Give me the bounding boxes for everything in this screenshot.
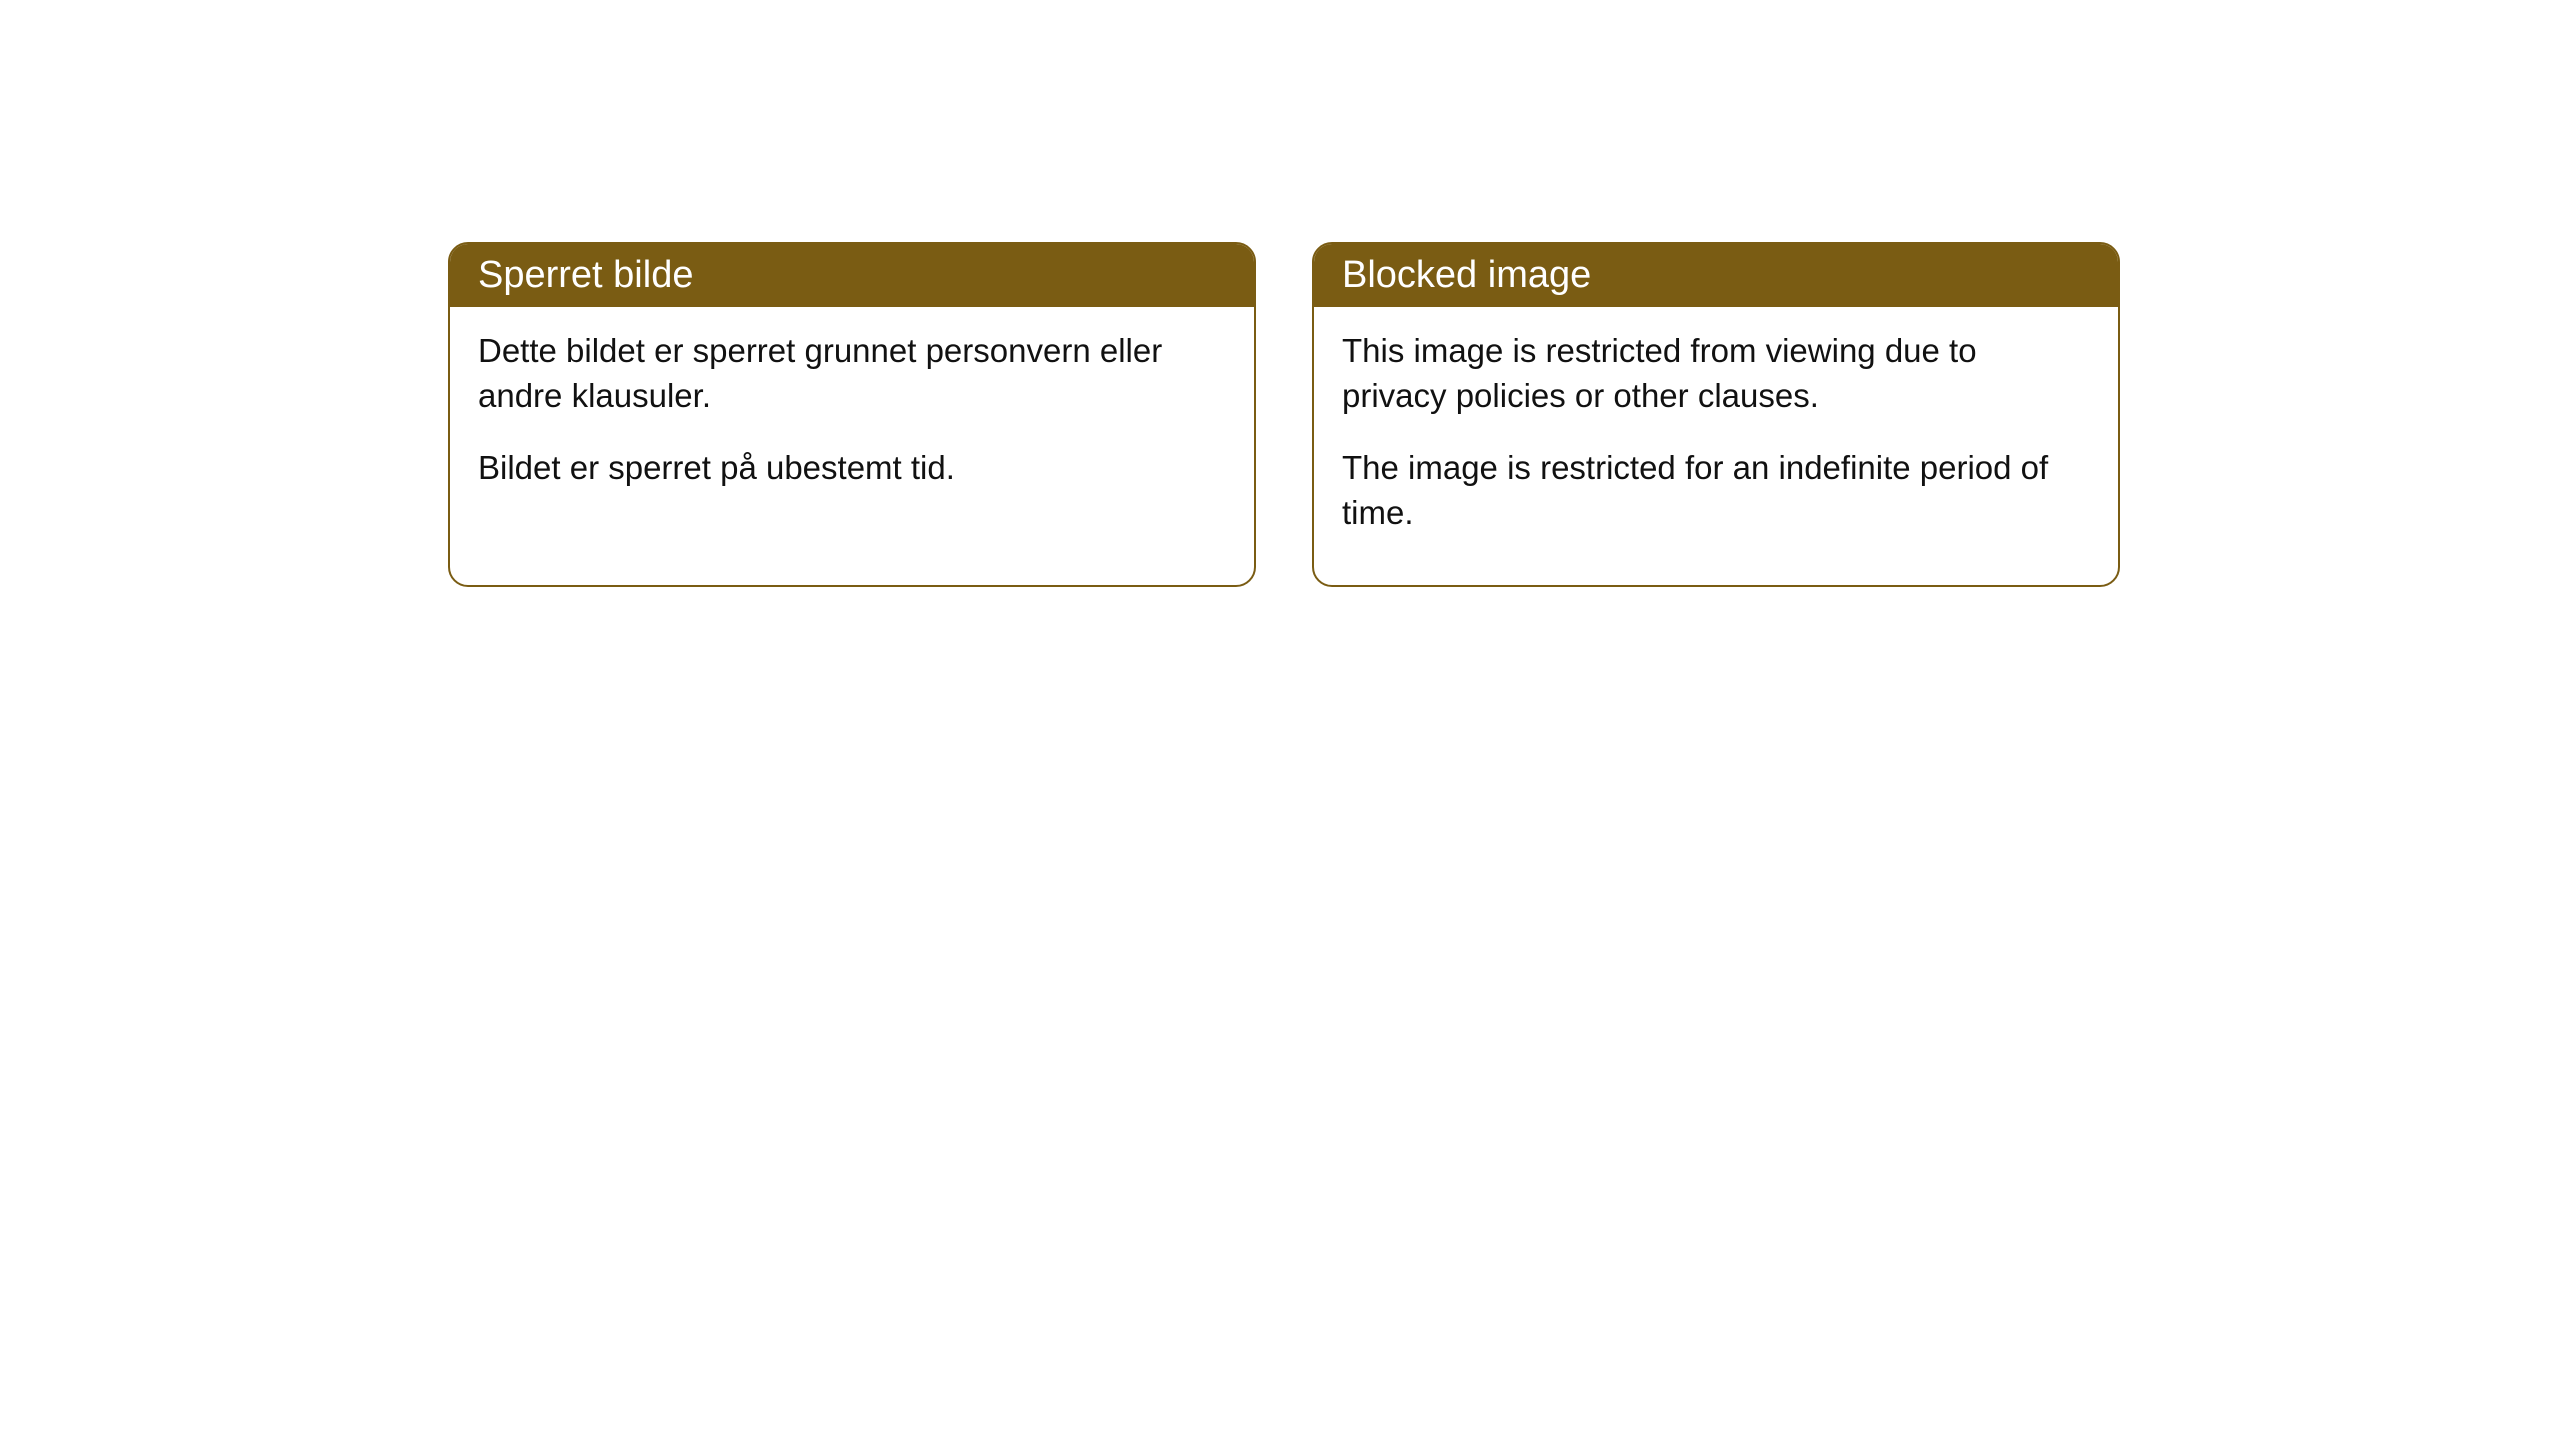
cards-container: Sperret bilde Dette bildet er sperret gr… (448, 242, 2120, 587)
card-paragraph: Dette bildet er sperret grunnet personve… (478, 329, 1226, 418)
card-header-norwegian: Sperret bilde (450, 244, 1254, 307)
card-title: Blocked image (1342, 254, 1591, 296)
card-header-english: Blocked image (1314, 244, 2118, 307)
card-paragraph: Bildet er sperret på ubestemt tid. (478, 446, 1226, 491)
card-english: Blocked image This image is restricted f… (1312, 242, 2120, 587)
card-paragraph: This image is restricted from viewing du… (1342, 329, 2090, 418)
card-paragraph: The image is restricted for an indefinit… (1342, 446, 2090, 535)
card-norwegian: Sperret bilde Dette bildet er sperret gr… (448, 242, 1256, 587)
card-body-english: This image is restricted from viewing du… (1314, 307, 2118, 585)
card-title: Sperret bilde (478, 254, 693, 296)
card-body-norwegian: Dette bildet er sperret grunnet personve… (450, 307, 1254, 541)
